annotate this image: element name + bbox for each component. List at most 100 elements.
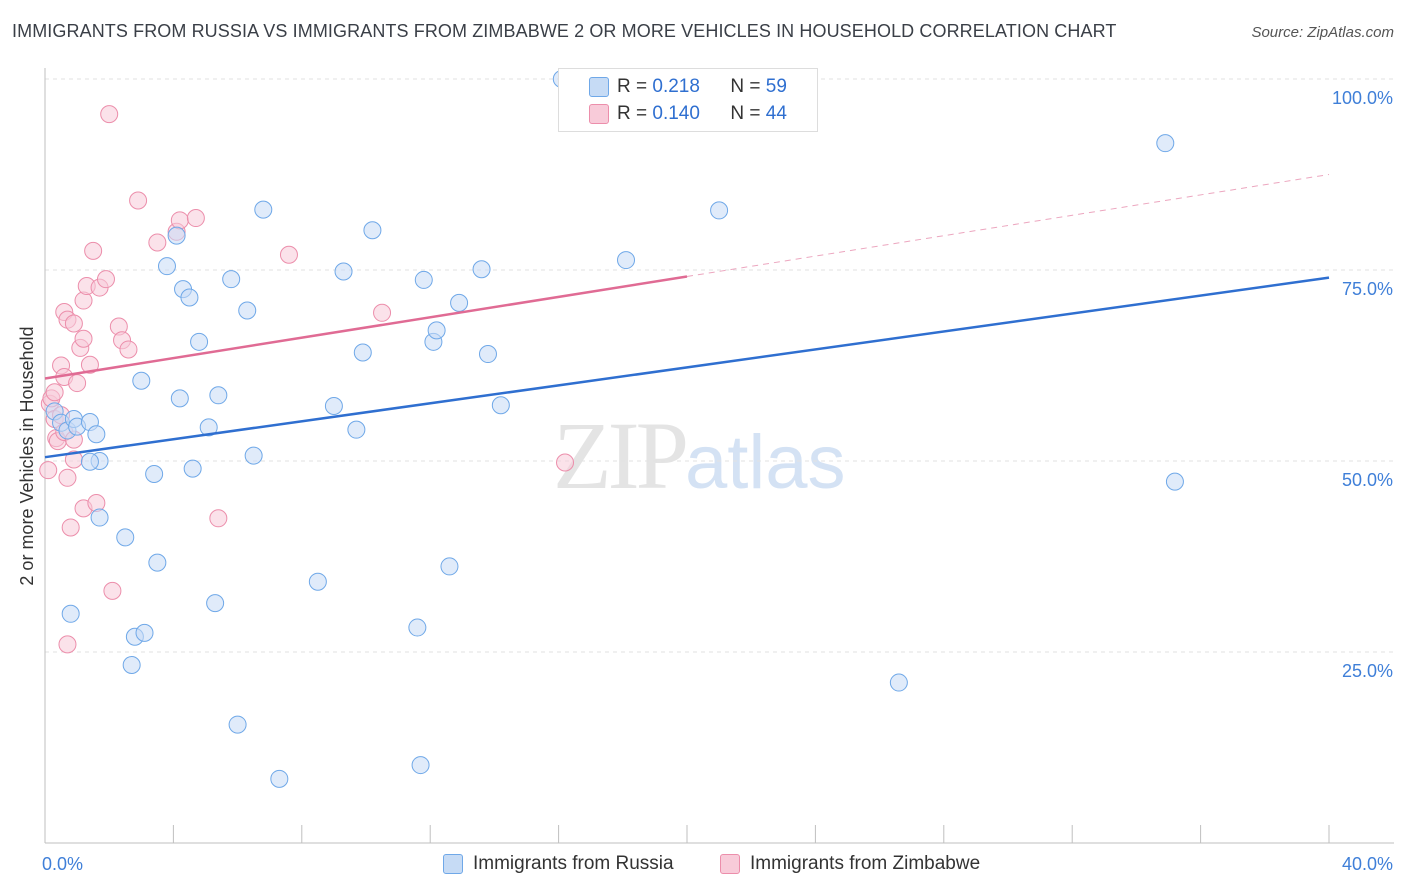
russia-point [116,528,135,547]
russia-point [87,425,106,444]
russia-point [427,321,446,340]
russia-point [450,293,469,312]
correlation-legend: R = 0.218 N = 59 R = 0.140 N = 44 [558,68,818,132]
russia-point [80,452,99,471]
russia-point [411,756,430,775]
source-label: Source: ZipAtlas.com [1251,24,1394,41]
russia-point [244,446,263,465]
zimbabwe-point [58,635,77,654]
russia-point [206,594,225,613]
russia-point [167,226,186,245]
russia-point [157,257,176,276]
russia-point [135,623,154,642]
russia-point [353,343,372,362]
x-tick-label-min: 0.0% [42,854,83,874]
y-tick-label: 25.0% [1342,661,1393,681]
russia-point [180,288,199,307]
russia-point [183,459,202,478]
x-tick-label-max: 40.0% [1342,854,1393,874]
russia-point [408,618,427,637]
trend-lines [44,174,1330,459]
russia-point [170,389,189,408]
russia-point [122,655,141,674]
zimbabwe-legend-swatch [720,854,740,874]
legend-n-label: N = [730,103,761,124]
zimbabwe-point [170,211,189,230]
y-tick-label: 75.0% [1342,279,1393,299]
watermark-atlas: atlas [685,420,846,505]
legend-r-value-russia: 0.218 [652,76,700,97]
russia-trend-line [44,276,1330,459]
russia-point [617,251,636,270]
zimbabwe-point [209,509,228,528]
russia-point [308,572,327,591]
russia-point [324,396,343,415]
russia-point [478,345,497,364]
legend-n-label: N = [730,76,761,97]
zimbabwe-point [80,355,99,374]
zimbabwe-point [84,241,103,260]
russia-legend-swatch [443,854,463,874]
legend-n-value-russia: 59 [765,76,787,97]
y-tick-label: 50.0% [1342,470,1393,490]
zimbabwe-point [119,340,138,359]
zimbabwe-point [129,191,148,210]
russia-point [254,200,273,219]
russia-point [334,262,353,281]
russia-point [270,769,289,788]
zimbabwe-trend-line-extension [686,174,1330,277]
russia-point [1165,472,1184,491]
russia-point [90,508,109,527]
russia-point [228,715,247,734]
zimbabwe-point [64,314,83,333]
legend-row-zimbabwe: R = 0.140 N = 44 [589,101,787,127]
tick-labels: 25.0% 50.0% 75.0% 100.0% 0.0% 40.0% 2 or more … [17,88,1393,874]
zimbabwe-trend-line [44,275,688,380]
russia-point [414,270,433,289]
russia-point [889,673,908,692]
zimbabwe-point [279,245,298,264]
russia-point [190,332,209,351]
zimbabwe-point [61,518,80,537]
russia-point [132,371,151,390]
russia-point [440,557,459,576]
legend-r-label: R = [617,76,648,97]
zimbabwe-points [39,105,575,654]
legend-r-label: R = [617,103,648,124]
russia-point [491,396,510,415]
zimbabwe-point [186,209,205,228]
legend-r-value-zimbabwe: 0.140 [652,103,700,124]
russia-points [45,70,1184,788]
zimbabwe-legend-label: Immigrants from Zimbabwe [750,853,981,874]
zimbabwe-point [373,303,392,322]
zimbabwe-point [39,461,58,480]
russia-point [209,386,228,405]
zimbabwe-point [68,374,87,393]
legend-item-zimbabwe[interactable]: Immigrants from Zimbabwe [720,851,980,877]
legend-n-value-zimbabwe: 44 [765,103,787,124]
zimbabwe-point [103,581,122,600]
zimbabwe-point [45,383,64,402]
zimbabwe-swatch [589,104,609,124]
russia-point [710,201,729,220]
russia-point [472,260,491,279]
russia-point [61,604,80,623]
zimbabwe-point [96,270,115,289]
russia-point [222,270,241,289]
russia-legend-label: Immigrants from Russia [473,853,674,874]
y-axis-title: 2 or more Vehicles in Household [17,326,37,585]
russia-point [1156,134,1175,153]
legend-item-russia[interactable]: Immigrants from Russia [443,851,674,877]
russia-point [199,418,218,437]
russia-point [363,221,382,240]
watermark: ZIPatlas [553,400,846,511]
chart-title: IMMIGRANTS FROM RUSSIA VS IMMIGRANTS FRO… [12,21,1117,41]
gridlines [45,78,1394,653]
zimbabwe-point [58,468,77,487]
zimbabwe-point [148,233,167,252]
watermark-zip: ZIP [553,402,689,509]
axes [44,68,1394,844]
zimbabwe-point [100,105,119,124]
zimbabwe-point [556,453,575,472]
